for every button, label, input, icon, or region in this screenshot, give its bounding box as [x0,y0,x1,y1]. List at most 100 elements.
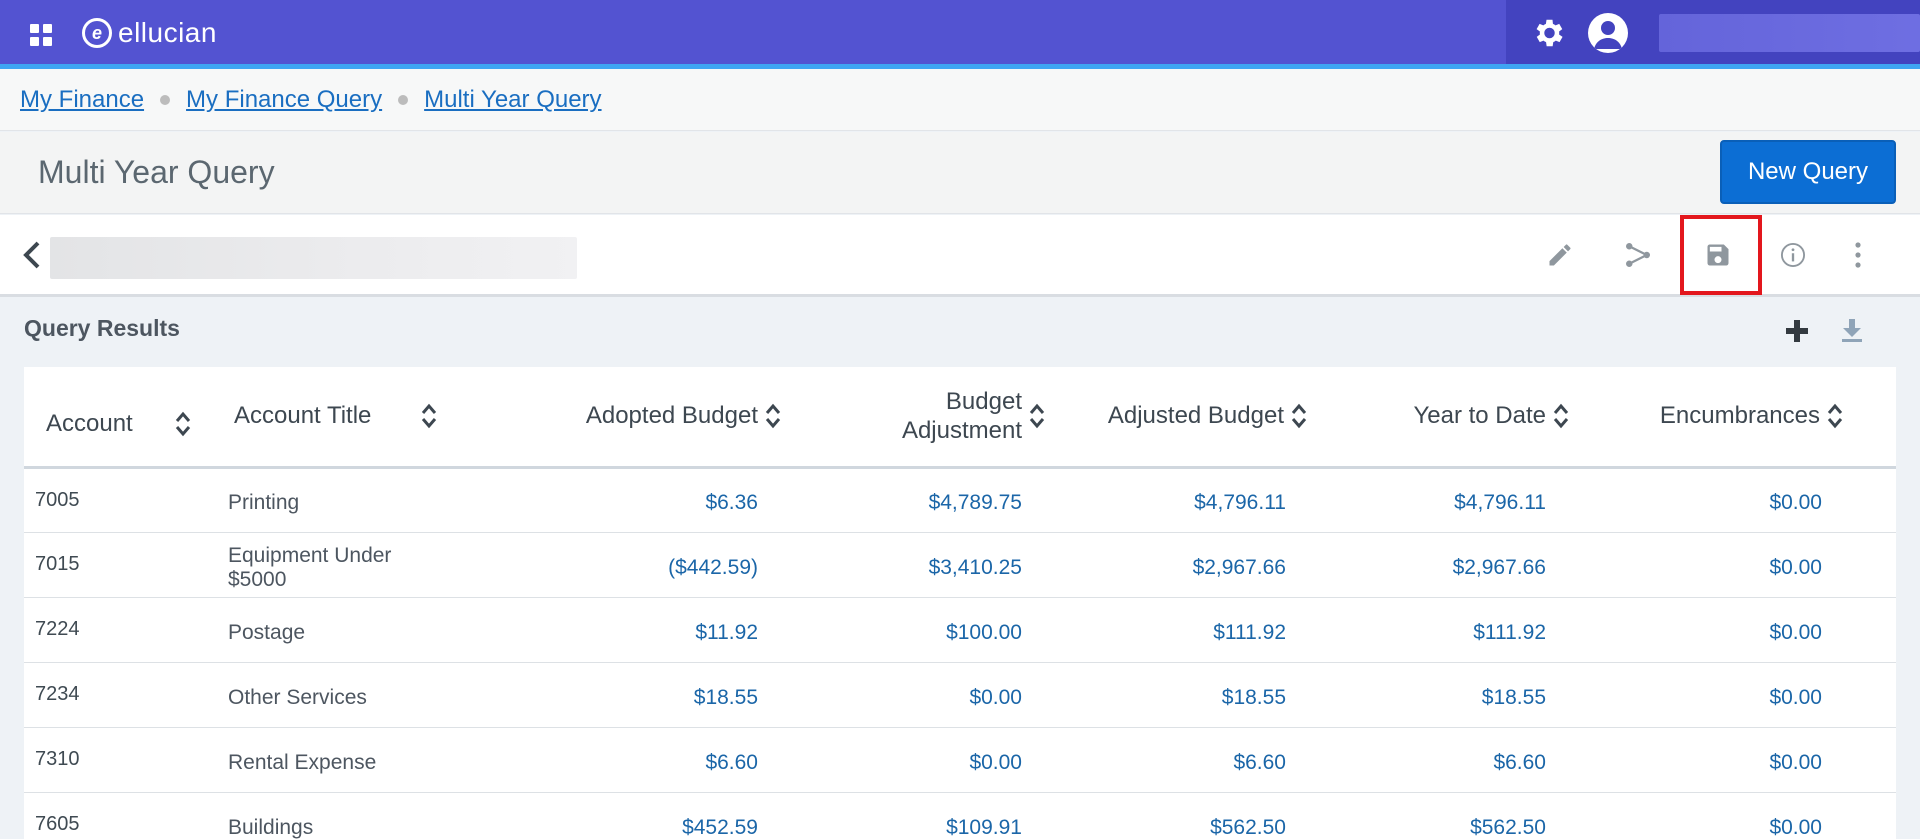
table-row[interactable]: 7005 Printing $6.36 $4,789.75 $4,796.11 … [24,467,1896,533]
cell-encumbrances[interactable]: $0.00 [1582,467,1896,533]
sort-icon[interactable] [174,410,192,438]
cell-budget-adjustment[interactable]: $100.00 [794,597,1058,663]
cell-budget-adjustment[interactable]: $3,410.25 [794,532,1058,598]
cell-account-title: Equipment Under $5000 [220,532,454,598]
sort-icon[interactable] [1826,402,1844,430]
query-results-table: Account Account Title Adopted Budget [24,367,1896,839]
download-icon[interactable] [1836,314,1868,346]
breadcrumb-separator [160,94,171,105]
breadcrumb-my-finance[interactable]: My Finance [20,85,145,113]
query-results-title: Query Results [24,315,180,341]
table-row[interactable]: 7234 Other Services $18.55 $0.00 $18.55 … [24,662,1896,728]
apps-grid-icon[interactable] [30,24,54,48]
breadcrumb: My Finance My Finance Query Multi Year Q… [0,69,1920,131]
sort-icon[interactable] [420,402,438,430]
page-title-bar: Multi Year Query [0,132,1920,214]
cell-year-to-date[interactable]: $111.92 [1320,597,1582,663]
header-user-area [1506,0,1920,64]
column-header-year-to-date[interactable]: Year to Date [1320,367,1582,469]
column-header-budget-adjustment[interactable]: Budget Adjustment [794,367,1058,469]
cell-adopted-budget[interactable]: $6.36 [454,467,794,533]
sort-icon[interactable] [764,402,782,430]
back-chevron-icon[interactable] [20,235,48,275]
cell-adjusted-budget[interactable]: $562.50 [1058,792,1320,839]
cell-account: 7605 [24,792,220,839]
cell-year-to-date[interactable]: $6.60 [1320,727,1582,793]
sort-icon[interactable] [1290,402,1308,430]
cell-adjusted-budget[interactable]: $2,967.66 [1058,532,1320,598]
cell-adopted-budget[interactable]: ($442.59) [454,532,794,598]
settings-gear-icon[interactable] [1530,15,1566,51]
app-header: e ellucian [0,0,1920,69]
column-header-account[interactable]: Account [24,367,220,469]
cell-year-to-date[interactable]: $4,796.11 [1320,467,1582,533]
column-label-line: Budget [945,388,1022,416]
column-label: Account [46,410,133,438]
cell-adopted-budget[interactable]: $18.55 [454,662,794,728]
more-vertical-icon[interactable] [1838,235,1878,275]
cell-adopted-budget[interactable]: $11.92 [454,597,794,663]
breadcrumb-separator [398,94,409,105]
table-row[interactable]: 7015 Equipment Under $5000 ($442.59) $3,… [24,532,1896,598]
cell-encumbrances[interactable]: $0.00 [1582,662,1896,728]
breadcrumb-my-finance-query[interactable]: My Finance Query [186,85,383,113]
column-header-account-title[interactable]: Account Title [220,367,454,469]
cell-account-title: Buildings [220,792,454,839]
column-header-adopted-budget[interactable]: Adopted Budget [454,367,794,469]
table-row[interactable]: 7224 Postage $11.92 $100.00 $111.92 $111… [24,597,1896,663]
column-header-encumbrances[interactable]: Encumbrances [1582,367,1896,469]
cell-encumbrances[interactable]: $0.00 [1582,727,1896,793]
cell-account: 7234 [24,662,220,728]
cell-adjusted-budget[interactable]: $6.60 [1058,727,1320,793]
cell-adopted-budget[interactable]: $6.60 [454,727,794,793]
cell-account: 7310 [24,727,220,793]
ellucian-logo[interactable]: e ellucian [82,16,217,50]
column-label: Adopted Budget [585,402,758,430]
cell-adopted-budget[interactable]: $452.59 [454,792,794,839]
cell-budget-adjustment[interactable]: $4,789.75 [794,467,1058,533]
cell-adjusted-budget[interactable]: $4,796.11 [1058,467,1320,533]
query-name-redacted [50,237,577,279]
new-query-button[interactable]: New Query [1720,140,1896,204]
column-label: Adjusted Budget [1107,402,1284,430]
column-label: Encumbrances [1659,402,1820,430]
cell-budget-adjustment[interactable]: $0.00 [794,662,1058,728]
cell-account-title: Rental Expense [220,727,454,793]
sort-icon[interactable] [1552,402,1570,430]
cell-budget-adjustment[interactable]: $0.00 [794,727,1058,793]
table-row[interactable]: 7310 Rental Expense $6.60 $0.00 $6.60 $6… [24,727,1896,793]
cell-account: 7005 [24,467,220,533]
logo-mark: e [82,18,112,48]
cell-encumbrances[interactable]: $0.00 [1582,597,1896,663]
cell-account: 7015 [24,532,220,598]
cell-account: 7224 [24,597,220,663]
info-icon[interactable] [1773,235,1813,275]
cell-adjusted-budget[interactable]: $18.55 [1058,662,1320,728]
cell-adjusted-budget[interactable]: $111.92 [1058,597,1320,663]
brand-name: ellucian [118,17,217,48]
cell-year-to-date[interactable]: $18.55 [1320,662,1582,728]
cell-year-to-date[interactable]: $562.50 [1320,792,1582,839]
save-icon[interactable] [1698,235,1738,275]
cell-encumbrances[interactable]: $0.00 [1582,532,1896,598]
column-label: Account Title [234,402,372,430]
column-header-adjusted-budget[interactable]: Adjusted Budget [1058,367,1320,469]
share-icon[interactable] [1618,235,1658,275]
cell-budget-adjustment[interactable]: $109.91 [794,792,1058,839]
add-icon[interactable] [1782,316,1812,346]
page-title: Multi Year Query [38,154,275,190]
column-label: Budget Adjustment [902,387,1022,445]
user-name-redacted[interactable] [1659,14,1920,52]
cell-encumbrances[interactable]: $0.00 [1582,792,1896,839]
breadcrumb-multi-year-query[interactable]: Multi Year Query [424,85,602,113]
cell-account-title: Printing [220,467,454,533]
sort-icon[interactable] [1028,402,1046,430]
user-profile-icon[interactable] [1588,13,1628,53]
save-highlight-box [1680,215,1762,295]
table-header-row: Account Account Title Adopted Budget [24,367,1896,469]
cell-year-to-date[interactable]: $2,967.66 [1320,532,1582,598]
table-row[interactable]: 7605 Buildings $452.59 $109.91 $562.50 $… [24,792,1896,839]
edit-pencil-icon[interactable] [1540,235,1580,275]
cell-account-title: Postage [220,597,454,663]
column-label-line: Adjustment [901,417,1022,445]
